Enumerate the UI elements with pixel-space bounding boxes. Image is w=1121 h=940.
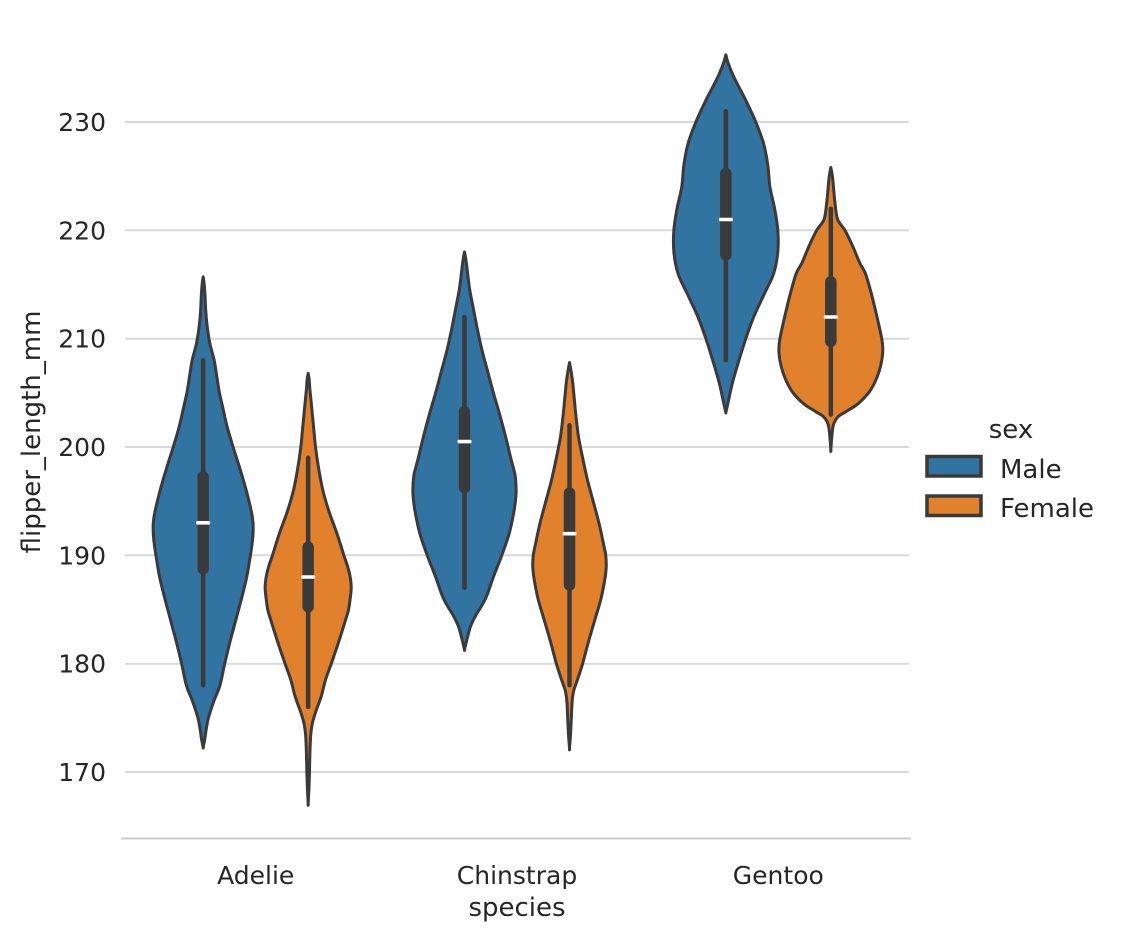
y-axis-label: flipper_length_mm xyxy=(17,311,47,554)
median-line-adelie-female xyxy=(301,575,316,579)
violin-chinstrap-female xyxy=(531,361,608,752)
violin-adelie-female xyxy=(263,371,353,807)
gridlines xyxy=(125,121,909,773)
iqr-box-gentoo-male xyxy=(720,167,732,261)
iqr-box-chinstrap-male xyxy=(458,406,471,494)
y-tick-label-230: 230 xyxy=(58,108,106,137)
y-tick-label-180: 180 xyxy=(58,650,106,679)
legend-item-female: Female xyxy=(925,494,1094,524)
y-tick-labels: 170 180 190 200 210 220 230 xyxy=(58,108,106,787)
legend-swatch-male-icon xyxy=(925,454,983,478)
legend-label-male: Male xyxy=(1000,455,1062,485)
y-tick-label-200: 200 xyxy=(58,433,106,462)
violin-gentoo-male xyxy=(671,53,780,415)
legend: sex Male Female xyxy=(925,415,1094,524)
x-tick-labels: Adelie Chinstrap Gentoo xyxy=(217,861,824,890)
median-line-chinstrap-female xyxy=(562,531,577,536)
median-line-gentoo-female xyxy=(823,315,838,319)
median-line-gentoo-male xyxy=(718,217,733,222)
median-line-adelie-male xyxy=(196,521,211,525)
y-tick-label-190: 190 xyxy=(58,541,106,570)
x-tick-label-gentoo: Gentoo xyxy=(733,861,824,890)
median-line-chinstrap-male xyxy=(457,439,472,444)
y-tick-label-210: 210 xyxy=(58,325,106,354)
x-tick-label-adelie: Adelie xyxy=(217,861,294,890)
violins-group xyxy=(151,53,885,807)
violin-gentoo-female xyxy=(777,166,885,453)
legend-title: sex xyxy=(989,415,1033,445)
violin-adelie-male xyxy=(151,275,255,750)
x-axis-label: species xyxy=(468,893,565,923)
legend-swatch-female-icon xyxy=(925,494,983,518)
iqr-box-chinstrap-female xyxy=(563,487,576,591)
legend-item-male: Male xyxy=(925,454,1062,485)
iqr-box-gentoo-female xyxy=(825,276,837,348)
x-tick-label-chinstrap: Chinstrap xyxy=(457,861,577,890)
legend-label-female: Female xyxy=(1000,494,1094,524)
y-tick-label-220: 220 xyxy=(58,216,106,245)
y-tick-label-170: 170 xyxy=(58,758,106,787)
violin-chinstrap-male xyxy=(411,250,518,652)
